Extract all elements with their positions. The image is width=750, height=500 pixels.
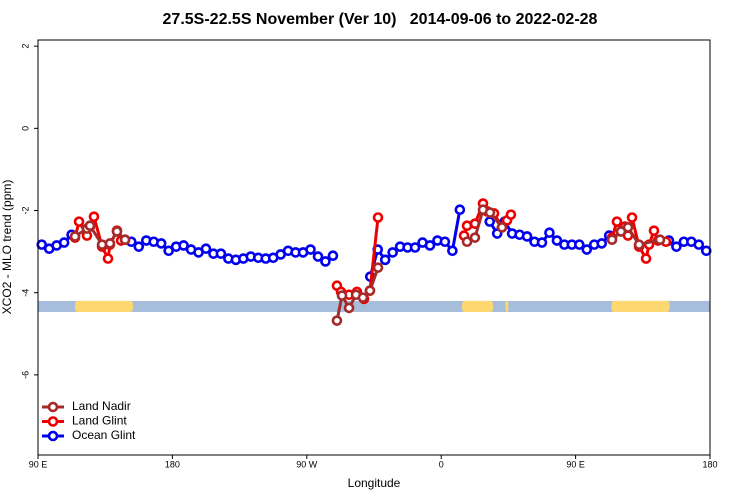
- data-point: [331, 315, 343, 326]
- data-point: [633, 239, 645, 250]
- legend-marker: [47, 416, 59, 427]
- legend-label: Land Glint: [72, 414, 127, 428]
- data-point: [671, 241, 682, 252]
- data-point: [700, 245, 712, 257]
- ocean-band: [38, 300, 710, 313]
- data-point: [611, 216, 623, 227]
- data-point: [693, 239, 705, 250]
- land-segment: [462, 300, 494, 313]
- data-point: [163, 245, 174, 257]
- data-point: [447, 245, 458, 257]
- x-tick-label: 0: [439, 459, 444, 469]
- data-point: [484, 216, 496, 227]
- chart-title: 27.5S-22.5S November (Ver 10) 2014-09-06…: [163, 11, 598, 28]
- data-point: [654, 234, 666, 245]
- data-point: [409, 242, 421, 253]
- x-tick-label: 180: [165, 459, 180, 469]
- land-segment: [611, 300, 670, 313]
- data-point: [336, 290, 348, 301]
- data-point: [155, 238, 167, 249]
- data-point: [536, 237, 548, 248]
- data-point: [424, 240, 436, 251]
- data-point: [312, 251, 324, 262]
- data-point: [439, 236, 451, 248]
- data-point: [111, 226, 123, 237]
- data-point: [178, 240, 189, 251]
- legend-marker: [47, 401, 59, 413]
- data-point: [521, 231, 533, 242]
- data-point: [119, 234, 131, 245]
- data-point: [364, 285, 376, 296]
- data-point: [320, 256, 331, 267]
- data-point: [496, 222, 508, 233]
- data-point: [215, 248, 227, 259]
- data-point: [596, 238, 608, 249]
- y-tick-label: -2: [20, 207, 30, 215]
- data-point: [104, 238, 116, 249]
- plot-area: [36, 198, 712, 326]
- data-point: [327, 250, 339, 262]
- data-point: [469, 232, 481, 243]
- data-point: [343, 302, 355, 314]
- x-tick-label: 180: [702, 459, 717, 469]
- y-tick-label: -6: [20, 371, 30, 379]
- x-axis-title: Longitude: [348, 476, 401, 490]
- y-tick-label: 2: [20, 44, 30, 49]
- data-point: [544, 227, 555, 239]
- x-tick-label: 90 E: [566, 459, 585, 469]
- data-point: [102, 253, 114, 264]
- data-point: [305, 244, 316, 255]
- data-point: [574, 239, 585, 250]
- data-point: [505, 209, 517, 220]
- legend-marker: [47, 430, 59, 442]
- data-point: [461, 236, 473, 248]
- data-point: [200, 243, 212, 255]
- data-point: [58, 237, 70, 248]
- y-axis-title: XCO2 - MLO trend (ppm): [0, 180, 14, 315]
- y-tick-label: 0: [20, 126, 30, 131]
- x-tick-label: 90 W: [296, 459, 318, 469]
- legend-label: Ocean Glint: [72, 428, 136, 442]
- data-point: [454, 204, 466, 215]
- data-point: [640, 253, 652, 264]
- data-point: [622, 222, 634, 233]
- data-point: [606, 234, 618, 245]
- data-point: [357, 292, 369, 303]
- data-point: [379, 254, 391, 266]
- data-point: [551, 235, 563, 246]
- data-point: [648, 225, 660, 236]
- data-point: [84, 220, 96, 232]
- plot-frame: [37, 39, 711, 456]
- data-point: [626, 212, 638, 223]
- data-point: [372, 262, 384, 273]
- data-point: [133, 241, 145, 252]
- data-point: [372, 212, 384, 223]
- y-tick-label: -4: [20, 289, 30, 297]
- land-segment: [75, 300, 133, 313]
- legend-label: Land Nadir: [72, 399, 131, 413]
- data-point: [387, 247, 398, 258]
- land-segment: [505, 300, 509, 313]
- data-point: [69, 231, 81, 242]
- x-tick-label: 90 E: [29, 459, 48, 469]
- data-point: [88, 211, 100, 222]
- data-point: [581, 244, 593, 255]
- data-point: [73, 216, 85, 227]
- data-point: [484, 207, 496, 218]
